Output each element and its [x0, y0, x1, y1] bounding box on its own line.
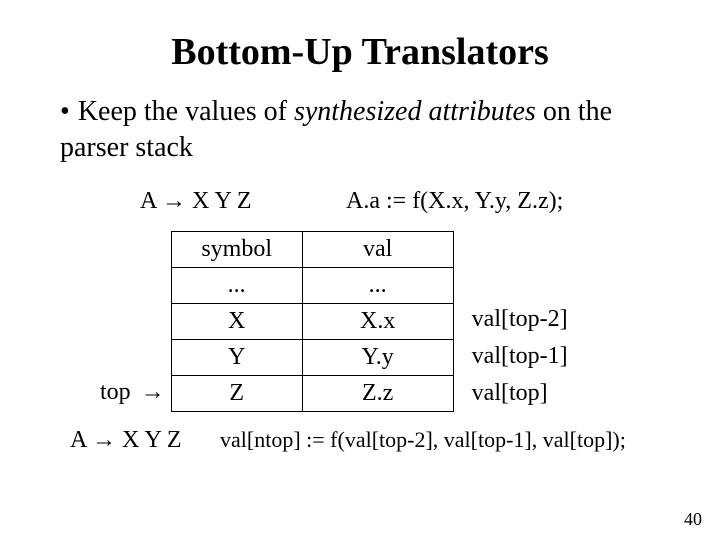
table-row: Y Y.y — [171, 339, 453, 375]
table-header-row: symbol val — [171, 231, 453, 267]
rule-arrow-icon: → — [162, 187, 186, 214]
stack-table-area: top → symbol val ... ... X X.x Y Y.y Z Z… — [100, 231, 680, 412]
bottom-code-row: A → X Y Z val[ntop] := f(val[top-2], val… — [70, 426, 680, 454]
slide-title: Bottom-Up Translators — [40, 30, 680, 74]
cell-val: Z.z — [302, 375, 453, 411]
annotation: val[top-1] — [472, 338, 568, 375]
bullet-text-a: Keep the values of — [78, 96, 294, 127]
cell-sym: Y — [171, 339, 302, 375]
cell-val: ... — [302, 267, 453, 303]
header-symbol: symbol — [171, 231, 302, 267]
rule-rhs: X Y Z — [192, 188, 252, 214]
table-row: ... ... — [171, 267, 453, 303]
rule-lhs: A — [140, 188, 156, 214]
cell-sym: ... — [171, 267, 302, 303]
grammar-rule: A → X Y Z A.a := f(X.x, Y.y, Z.z); — [140, 187, 680, 215]
bottom-arrow-icon: → — [92, 426, 116, 453]
bullet-marker: • — [60, 96, 70, 127]
cell-val: X.x — [302, 303, 453, 339]
bullet-item: • Keep the values of synthesized attribut… — [60, 94, 680, 167]
page-number: 40 — [684, 509, 702, 530]
bottom-lhs: A — [70, 427, 86, 453]
annotation-column: val[top-2] val[top-1] val[top] — [472, 301, 568, 412]
rule-action: A.a := f(X.x, Y.y, Z.z); — [346, 188, 563, 215]
top-label: top — [100, 379, 131, 412]
stack-table: symbol val ... ... X X.x Y Y.y Z Z.z — [171, 231, 454, 412]
bullet-text-italic: synthesized attributes — [294, 96, 536, 127]
header-val: val — [302, 231, 453, 267]
bottom-rhs: X Y Z — [122, 427, 182, 453]
bottom-code: val[ntop] := f(val[top-2], val[top-1], v… — [220, 427, 626, 453]
cell-sym: Z — [171, 375, 302, 411]
table-row: Z Z.z — [171, 375, 453, 411]
top-arrow-icon: → — [141, 379, 165, 412]
annotation: val[top] — [472, 375, 568, 412]
annotation: val[top-2] — [472, 301, 568, 338]
table-row: X X.x — [171, 303, 453, 339]
cell-val: Y.y — [302, 339, 453, 375]
cell-sym: X — [171, 303, 302, 339]
